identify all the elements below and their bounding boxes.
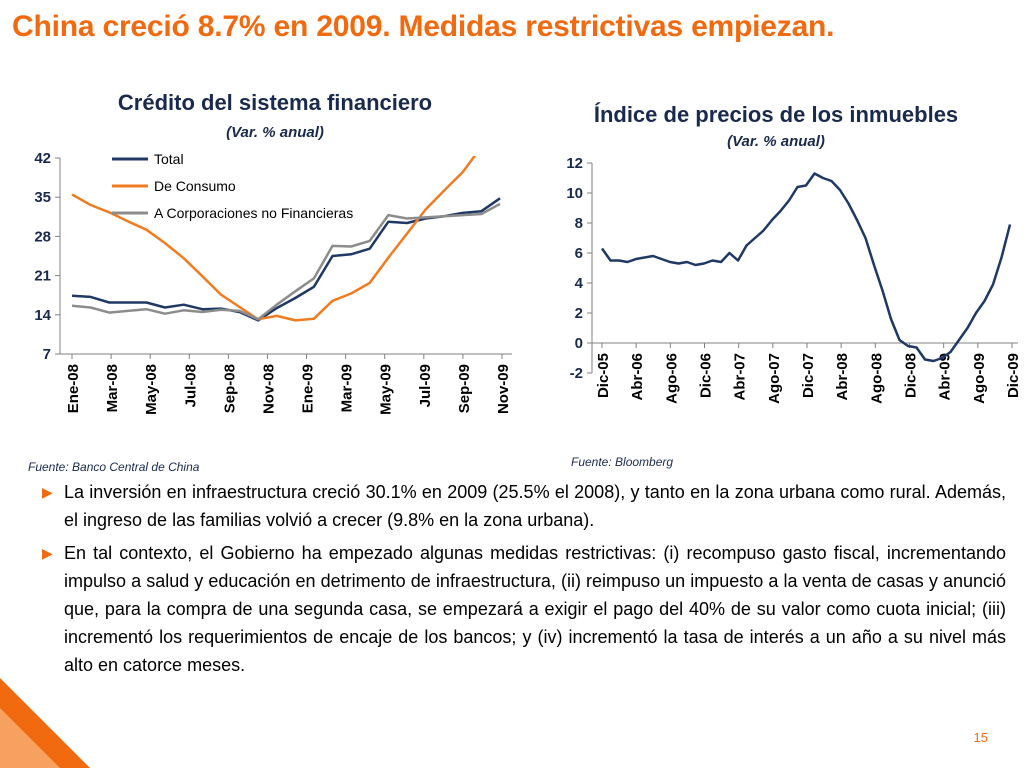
chart2-title: Índice de precios de los inmuebles [593, 102, 959, 127]
y-tick-label: 42 [34, 150, 51, 167]
triangle-right-icon: ▶ [42, 484, 53, 500]
x-tick-label: May-08 [143, 364, 160, 415]
legend-label: De Consumo [154, 178, 236, 194]
x-tick-label: Mar-08 [104, 364, 121, 412]
x-tick-label: Jul-09 [417, 364, 434, 407]
x-tick-label: Sep-08 [221, 364, 238, 413]
x-tick-label: Nov-09 [495, 364, 512, 414]
x-tick-label: Nov-08 [260, 364, 277, 414]
y-tick-label: 12 [566, 155, 583, 172]
x-tick-label: Abr-09 [937, 353, 954, 401]
bullet-text: En tal contexto, el Gobierno ha empezado… [64, 543, 1006, 675]
y-tick-label: 7 [43, 346, 51, 363]
x-tick-label: Ene-09 [300, 364, 317, 413]
series-line [71, 197, 501, 322]
x-tick-label: Ago-08 [868, 353, 885, 404]
chart1-title: Crédito del sistema financiero [117, 90, 433, 115]
legend-label: A Corporaciones no Financieras [154, 205, 353, 221]
y-tick-label: 2 [575, 305, 583, 322]
x-tick-label: Abr-08 [834, 353, 851, 401]
bullet-item: ▶ La inversión en infraestructura creció… [42, 478, 1006, 534]
y-tick-label: 14 [34, 307, 51, 324]
x-tick-label: Ago-06 [663, 353, 680, 404]
slide-title: China creció 8.7% en 2009. Medidas restr… [12, 10, 835, 43]
y-tick-label: -2 [570, 365, 583, 382]
chart1-source: Fuente: Banco Central de China [28, 460, 200, 474]
y-tick-label: 8 [575, 215, 583, 232]
y-tick-label: 0 [575, 335, 583, 352]
y-tick-label: 10 [566, 185, 583, 202]
chart2-source: Fuente: Bloomberg [571, 455, 674, 469]
corner-decoration [0, 678, 90, 768]
triangle-right-icon: ▶ [42, 545, 53, 561]
y-tick-label: 28 [34, 228, 51, 245]
page-number: 15 [973, 730, 988, 745]
x-tick-label: Abr-07 [732, 353, 749, 401]
x-tick-label: Sep-09 [456, 364, 473, 413]
x-tick-label: Ago-09 [971, 353, 988, 404]
y-tick-label: 21 [34, 268, 51, 285]
x-tick-label: Mar-09 [339, 364, 356, 412]
y-tick-label: 35 [34, 189, 51, 206]
x-tick-label: May-09 [378, 364, 395, 415]
series-line [71, 202, 501, 321]
bullet-item: ▶ En tal contexto, el Gobierno ha empeza… [42, 539, 1006, 679]
bullet-list: ▶ La inversión en infraestructura creció… [42, 478, 1006, 684]
x-tick-label: Ene-08 [65, 364, 82, 413]
x-tick-label: Dic-05 [595, 353, 612, 398]
x-tick-label: Dic-06 [698, 353, 715, 398]
x-tick-label: Abr-06 [629, 353, 646, 401]
bullet-text: La inversión en infraestructura creció 3… [64, 482, 1006, 530]
x-tick-label: Dic-08 [903, 353, 920, 398]
series-line [71, 156, 477, 322]
x-tick-label: Jul-08 [182, 364, 199, 407]
chart1-subtitle: (Var. % anual) [226, 124, 324, 141]
y-tick-label: 4 [575, 275, 584, 292]
x-tick-label: Dic-09 [1005, 353, 1022, 398]
x-tick-label: Dic-07 [800, 353, 817, 398]
y-tick-label: 6 [575, 245, 583, 262]
series-line [600, 172, 1012, 363]
legend-label: Total [154, 151, 184, 167]
x-tick-label: Ago-07 [766, 353, 783, 404]
chart2-subtitle: (Var. % anual) [727, 133, 825, 150]
